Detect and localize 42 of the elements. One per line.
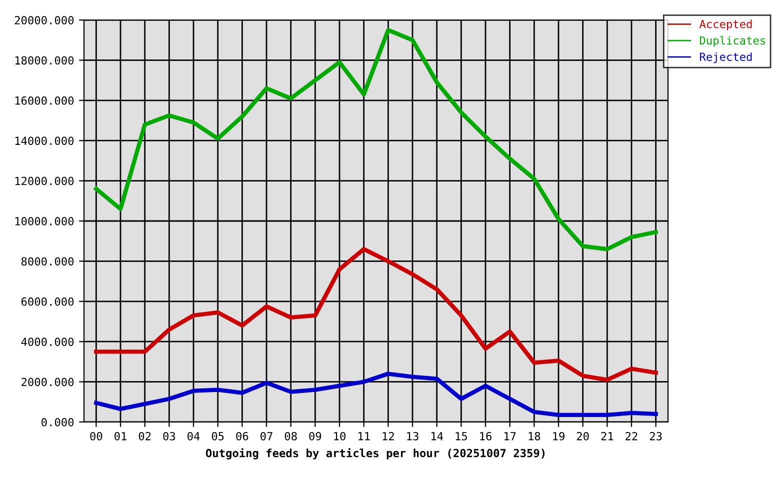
x-tick-label: 12 — [382, 432, 394, 440]
x-tick-label: 16 — [480, 432, 492, 440]
x-tick-label: 03 — [163, 432, 176, 440]
y-tick-label: 2000.000 — [22, 378, 74, 386]
x-tick-label: 01 — [114, 432, 126, 440]
x-tick-label: 20 — [576, 432, 589, 440]
x-tick-label: 11 — [358, 432, 370, 440]
y-tick-label: 14000.000 — [15, 136, 74, 146]
x-tick-label: 06 — [236, 432, 248, 440]
x-tick-label: 17 — [504, 432, 516, 440]
x-tick-label: 09 — [309, 432, 322, 440]
y-tick-label: 6000.000 — [21, 297, 74, 306]
legend-label: Accepted — [699, 20, 752, 30]
line-series — [94, 247, 658, 382]
x-tick-label: 05 — [212, 432, 224, 440]
legend-label: Duplicates — [700, 36, 765, 47]
y-tick-label: 0.000 — [42, 418, 74, 426]
y-tick-label: 4000.000 — [21, 338, 74, 346]
line-series — [94, 372, 658, 418]
x-tick-label: 15 — [456, 432, 467, 440]
legend-label: Rejected — [700, 52, 752, 64]
y-tick-label: 10000.000 — [15, 217, 74, 226]
x-tick-label: 04 — [188, 432, 200, 440]
line-series — [94, 28, 658, 252]
x-tick-label: 21 — [601, 432, 614, 440]
x-tick-label: 08 — [284, 432, 297, 440]
x-tick-label: 00 — [90, 432, 102, 440]
x-axis-title: Outgoing feeds by articles per hour (20251007 2359) — [206, 448, 545, 460]
x-tick-label: 10 — [334, 432, 346, 440]
y-tick-label: 20000.000 — [14, 16, 74, 24]
x-tick-label: 18 — [528, 432, 540, 440]
y-tick-label: 16000.000 — [15, 96, 74, 105]
y-tick-label: 12000.000 — [15, 176, 74, 186]
x-tick-label: 07 — [260, 432, 272, 440]
y-tick-label: 18000.000 — [15, 56, 74, 65]
x-tick-label: 19 — [553, 432, 564, 440]
y-tick-label: 8000.000 — [21, 257, 74, 266]
x-tick-label: 23 — [650, 432, 662, 440]
x-tick-label: 13 — [407, 432, 418, 440]
x-tick-label: 14 — [431, 432, 443, 440]
x-tick-label: 22 — [626, 432, 638, 440]
x-tick-label: 02 — [138, 432, 151, 440]
